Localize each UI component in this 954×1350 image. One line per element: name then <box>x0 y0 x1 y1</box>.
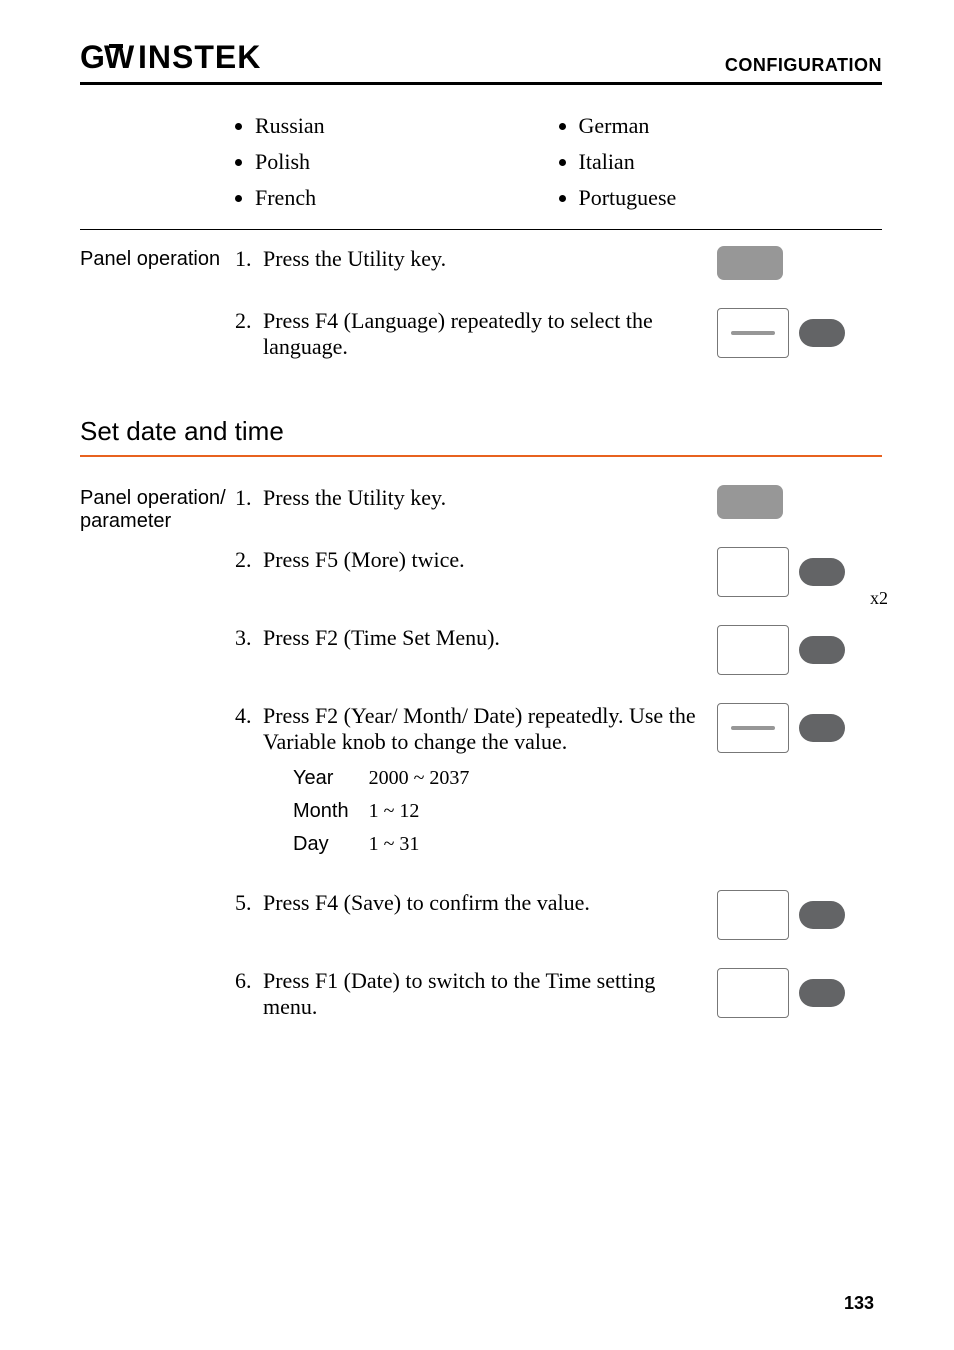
softkey-outline-icon <box>717 968 789 1018</box>
lang-item: Portuguese <box>579 185 883 211</box>
lang-item: German <box>579 113 883 139</box>
steps-list-1: 1. Press the Utility key. 2. Press F4 (L… <box>235 246 882 360</box>
step-number: 2. <box>235 547 263 573</box>
page-header: G W INSTEK CONFIGURATION <box>80 40 882 85</box>
softkey-outline-icon <box>717 890 789 940</box>
softkey-outline-icon <box>717 703 789 753</box>
softkey-pill-icon <box>799 558 845 586</box>
table-row: Month 1 ~ 12 <box>293 796 487 827</box>
section-underline <box>80 455 882 457</box>
step-text: Press the Utility key. <box>263 485 717 511</box>
key-icon <box>717 485 882 519</box>
step-text: Press the Utility key. <box>263 246 717 272</box>
panel-operation-block-2: Panel operation/ parameter 1. Press the … <box>80 485 882 1048</box>
panel-op-param-label: Panel operation/ parameter <box>80 485 235 533</box>
utility-key-icon <box>717 246 783 280</box>
page-number: 133 <box>844 1293 874 1314</box>
step-number: 5. <box>235 890 263 916</box>
param-range: 1 ~ 31 <box>369 829 488 860</box>
parameter-table: Year 2000 ~ 2037 Month 1 ~ 12 Day 1 ~ 31 <box>291 761 489 862</box>
key-icon <box>717 968 882 1018</box>
softkey-outline-icon <box>717 308 789 358</box>
lang-item: Polish <box>255 149 559 175</box>
step-item: 2. Press F4 (Language) repeatedly to sel… <box>235 308 882 360</box>
logo-svg: G W INSTEK <box>80 40 280 76</box>
step-text: Press F2 (Year/ Month/ Date) repeatedly.… <box>263 703 717 755</box>
step-item: 4. Press F2 (Year/ Month/ Date) repeated… <box>235 703 882 862</box>
divider-line <box>80 229 882 230</box>
param-range: 2000 ~ 2037 <box>369 763 488 794</box>
header-section-title: CONFIGURATION <box>725 55 882 76</box>
param-name: Month <box>293 796 367 827</box>
step-number: 6. <box>235 968 263 994</box>
softkey-pill-icon <box>799 714 845 742</box>
language-list-row: Russian Polish French German Italian Por… <box>80 113 882 221</box>
step-text: Press F4 (Save) to confirm the value. <box>263 890 717 916</box>
key-icon <box>717 703 882 753</box>
brand-logo: G W INSTEK <box>80 40 280 76</box>
softkey-pill-icon <box>799 901 845 929</box>
key-icon: x2 <box>717 547 882 597</box>
param-name: Year <box>293 763 367 794</box>
step-item: 1. Press the Utility key. <box>235 485 882 519</box>
svg-text:G: G <box>80 40 105 75</box>
softkey-pill-icon <box>799 636 845 664</box>
key-icon <box>717 890 882 940</box>
lang-item: Italian <box>579 149 883 175</box>
panel-op-label: Panel operation <box>80 246 235 271</box>
table-row: Year 2000 ~ 2037 <box>293 763 487 794</box>
step-text: Press F4 (Language) repeatedly to select… <box>263 308 717 360</box>
utility-key-icon <box>717 485 783 519</box>
step-number: 3. <box>235 625 263 651</box>
step-item: 2. Press F5 (More) twice. x2 <box>235 547 882 597</box>
language-bullets: Russian Polish French German Italian Por… <box>235 113 882 221</box>
softkey-pill-icon <box>799 979 845 1007</box>
lang-item: Russian <box>255 113 559 139</box>
lang-item: French <box>255 185 559 211</box>
step-number: 4. <box>235 703 263 729</box>
step-item: 5. Press F4 (Save) to confirm the value. <box>235 890 882 940</box>
key-icon <box>717 625 882 675</box>
param-range: 1 ~ 12 <box>369 796 488 827</box>
step-text: Press F2 (Time Set Menu). <box>263 625 717 651</box>
section-heading: Set date and time <box>80 416 882 447</box>
step-text: Press F5 (More) twice. <box>263 547 717 573</box>
table-row: Day 1 ~ 31 <box>293 829 487 860</box>
key-icon <box>717 246 882 280</box>
step-text: Press F1 (Date) to switch to the Time se… <box>263 968 717 1020</box>
language-col-1: Russian Polish French <box>235 113 559 221</box>
svg-text:INSTEK: INSTEK <box>138 40 261 75</box>
param-name: Day <box>293 829 367 860</box>
step-number: 2. <box>235 308 263 334</box>
panel-operation-block-1: Panel operation 1. Press the Utility key… <box>80 246 882 388</box>
empty-label <box>80 113 235 115</box>
step-item: 1. Press the Utility key. <box>235 246 882 280</box>
language-col-2: German Italian Portuguese <box>559 113 883 221</box>
step-number: 1. <box>235 485 263 511</box>
steps-list-2: 1. Press the Utility key. 2. Press F5 (M… <box>235 485 882 1020</box>
step-item: 6. Press F1 (Date) to switch to the Time… <box>235 968 882 1020</box>
softkey-outline-icon <box>717 547 789 597</box>
softkey-outline-icon <box>717 625 789 675</box>
repeat-count: x2 <box>870 588 888 609</box>
softkey-pill-icon <box>799 319 845 347</box>
step-number: 1. <box>235 246 263 272</box>
key-icon <box>717 308 882 358</box>
step-item: 3. Press F2 (Time Set Menu). <box>235 625 882 675</box>
